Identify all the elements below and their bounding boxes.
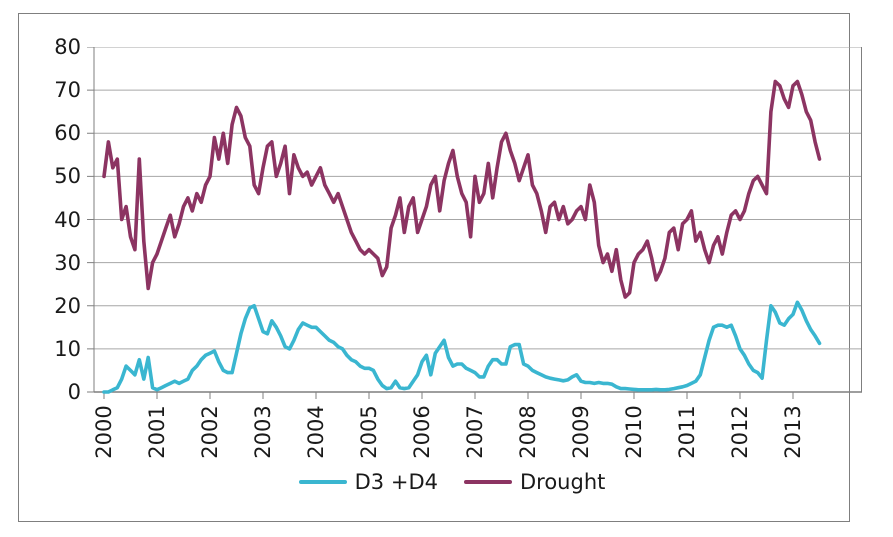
x-tick-label: 2000 [92, 405, 116, 459]
legend: D3 +D4 Drought [37, 466, 867, 498]
legend-label-d3d4: D3 +D4 [354, 470, 438, 494]
legend-swatch-drought [463, 480, 512, 484]
x-tick-label: 2010 [622, 405, 646, 459]
x-tick-label: 2007 [463, 405, 487, 459]
y-tick-label: 40 [54, 207, 81, 232]
legend-item-d3d4: D3 +D4 [298, 470, 438, 494]
drought-line [102, 79, 822, 299]
y-tick-label: 30 [54, 250, 81, 275]
x-tick-label: 2002 [198, 405, 222, 459]
x-tick-label: 2003 [251, 405, 275, 459]
y-tick-label: 80 [54, 35, 81, 59]
y-tick-label: 20 [54, 293, 81, 318]
y-tick-label: 0 [67, 380, 81, 404]
y-tick-label: 60 [54, 121, 81, 146]
x-tick-label: 2001 [145, 405, 169, 459]
legend-item-drought: Drought [463, 470, 606, 494]
plot-svg [87, 47, 862, 399]
legend-swatch-d3d4 [298, 480, 347, 484]
chart-frame: 0 10 20 30 40 50 60 70 80 2000 2001 2002 2003 2004 20… [18, 13, 862, 522]
x-tick-label: 2004 [304, 405, 328, 459]
x-tick-label: 2013 [781, 405, 805, 459]
x-tick-label: 2008 [516, 405, 540, 459]
d3d4-line [102, 300, 822, 394]
legend-label-drought: Drought [519, 470, 606, 494]
x-tick-label: 2005 [357, 405, 381, 459]
y-tick-label: 10 [54, 336, 81, 361]
x-tick-label: 2009 [569, 405, 593, 459]
y-tick-label: 70 [54, 78, 81, 103]
x-tick-label: 2012 [728, 405, 752, 459]
x-tick-label: 2011 [675, 405, 699, 459]
x-tick-label: 2006 [410, 405, 434, 459]
y-tick-label: 50 [54, 164, 81, 189]
